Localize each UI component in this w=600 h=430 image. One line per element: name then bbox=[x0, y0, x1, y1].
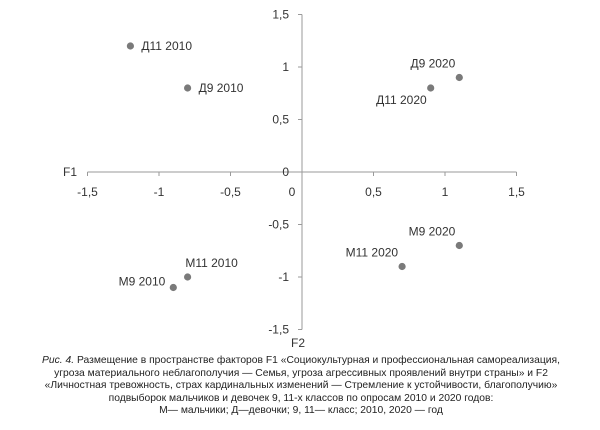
data-point bbox=[169, 283, 177, 292]
data-label: Д11 2020 bbox=[376, 93, 427, 107]
y-tick-label: 1 bbox=[282, 60, 289, 74]
y-tick-label: 0 bbox=[282, 165, 289, 179]
data-point bbox=[455, 241, 463, 250]
tick-labels: -1,5 -1 -0,5 0 0,5 1 1,5 -1,5 -1 -0,5 0,5 1 1,5 0 F1 F2 bbox=[63, 8, 525, 351]
data-label: Д9 2010 bbox=[199, 81, 244, 95]
axes bbox=[87, 14, 517, 330]
data-label: М11 2020 bbox=[346, 246, 399, 260]
data-label: Д11 2010 bbox=[141, 39, 192, 53]
x-tick-label: -1,5 bbox=[77, 185, 98, 199]
caption-text-1: Размещение в пространстве факторов F1 «С… bbox=[74, 355, 560, 366]
data-points bbox=[126, 42, 463, 292]
scatter-chart: -1,5 -1 -0,5 0 0,5 1 1,5 -1,5 -1 -0,5 0,5 1 1,5 0 F1 F2… bbox=[63, 8, 525, 351]
y-tick-label: -1,5 bbox=[268, 323, 289, 337]
y-tick-label: -1 bbox=[278, 270, 289, 284]
data-point bbox=[398, 262, 406, 271]
y-tick-label: 1,5 bbox=[272, 8, 289, 22]
data-point bbox=[126, 42, 134, 50]
data-labels: Д11 2010 Д9 2010 Д9 2020 Д11 2020 М9 2020 М11… bbox=[119, 39, 456, 289]
y-axis-title: F2 bbox=[291, 336, 305, 350]
data-point bbox=[455, 73, 463, 82]
caption-line-2: угроза материального неблагополучия — Се… bbox=[54, 367, 548, 379]
figure-number: Рис. 4. bbox=[42, 355, 75, 366]
data-point bbox=[184, 84, 192, 92]
data-point bbox=[427, 84, 435, 92]
figure-caption: Рис. 4. Размещение в пространстве фактор… bbox=[14, 355, 588, 418]
x-tick-label: 0,5 bbox=[365, 185, 382, 199]
data-label: М9 2020 bbox=[409, 225, 456, 239]
x-tick-label: -0,5 bbox=[220, 185, 241, 199]
x-tick-label: 0 bbox=[289, 185, 296, 199]
caption-line-5: М— мальчики; Д—девочки; 9, 11— класс; 20… bbox=[159, 405, 443, 416]
y-tick-label: 0,5 bbox=[272, 113, 289, 127]
x-axis-title: F1 bbox=[63, 165, 77, 179]
caption-line-3: «Личностная тревожность, страх кардиналь… bbox=[44, 380, 558, 391]
data-point bbox=[184, 273, 192, 281]
x-tick-label: -1 bbox=[154, 185, 165, 199]
caption-line-1: Рис. 4. Размещение в пространстве фактор… bbox=[14, 355, 588, 368]
y-tick-label: -0,5 bbox=[268, 218, 289, 232]
data-label: М11 2010 bbox=[185, 256, 238, 270]
x-tick-label: 1 bbox=[442, 185, 449, 199]
caption-line-4: подвыборок мальчиков и девочек 9, 11-х к… bbox=[108, 392, 494, 404]
x-tick-label: 1,5 bbox=[508, 185, 525, 199]
data-label: М9 2010 bbox=[119, 275, 166, 289]
data-label: Д9 2020 bbox=[410, 57, 455, 71]
